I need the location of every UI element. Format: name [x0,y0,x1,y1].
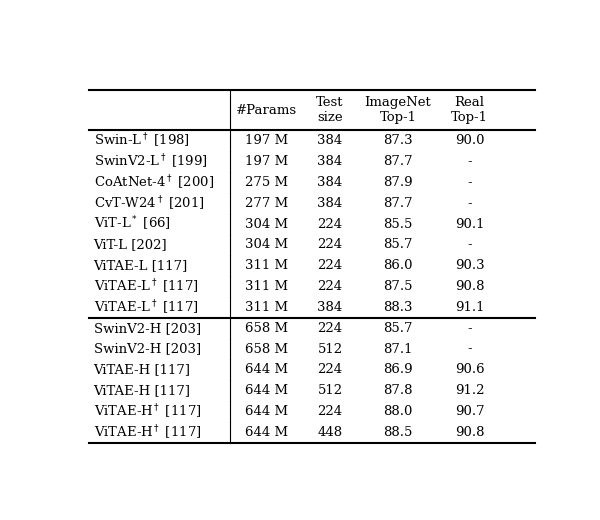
Text: 86.9: 86.9 [383,363,413,376]
Text: 311 M: 311 M [245,280,288,293]
Text: -: - [467,239,472,252]
Text: 512: 512 [317,343,343,356]
Text: 304 M: 304 M [245,239,288,252]
Text: ViT-L [202]: ViT-L [202] [94,239,167,252]
Text: ImageNet
Top-1: ImageNet Top-1 [365,96,431,124]
Text: ViTAE-L [117]: ViTAE-L [117] [94,259,188,272]
Text: Swin-L$^\dagger$ [198]: Swin-L$^\dagger$ [198] [94,132,190,150]
Text: 90.1: 90.1 [455,218,484,231]
Text: 224: 224 [317,259,343,272]
Text: #Params: #Params [236,104,297,117]
Text: 644 M: 644 M [245,363,288,376]
Text: 87.8: 87.8 [383,384,413,397]
Text: 384: 384 [317,134,343,147]
Text: 224: 224 [317,322,343,335]
Text: 87.5: 87.5 [383,280,413,293]
Text: 275 M: 275 M [245,176,288,189]
Text: ViTAE-H [117]: ViTAE-H [117] [94,363,191,376]
Text: ViT-L$^*$ [66]: ViT-L$^*$ [66] [94,215,170,233]
Text: 384: 384 [317,197,343,210]
Text: 87.7: 87.7 [383,197,413,210]
Text: -: - [467,176,472,189]
Text: ViTAE-L$^\dagger$ [117]: ViTAE-L$^\dagger$ [117] [94,278,198,296]
Text: 197 M: 197 M [245,134,288,147]
Text: ViTAE-H$^\dagger$ [117]: ViTAE-H$^\dagger$ [117] [94,423,201,441]
Text: 384: 384 [317,155,343,168]
Text: 644 M: 644 M [245,405,288,418]
Text: 90.0: 90.0 [455,134,484,147]
Text: 224: 224 [317,405,343,418]
Text: -: - [467,343,472,356]
Text: 197 M: 197 M [245,155,288,168]
Text: SwinV2-L$^\dagger$ [199]: SwinV2-L$^\dagger$ [199] [94,152,208,171]
Text: 658 M: 658 M [245,322,288,335]
Text: ViTAE-L$^\dagger$ [117]: ViTAE-L$^\dagger$ [117] [94,298,198,317]
Text: -: - [467,322,472,335]
Text: 384: 384 [317,301,343,314]
Text: 85.7: 85.7 [383,322,413,335]
Text: 224: 224 [317,280,343,293]
Text: 85.5: 85.5 [383,218,413,231]
Text: 87.7: 87.7 [383,155,413,168]
Text: 90.8: 90.8 [455,280,484,293]
Text: 88.3: 88.3 [383,301,413,314]
Text: 512: 512 [317,384,343,397]
Text: SwinV2-H [203]: SwinV2-H [203] [94,322,201,335]
Text: 384: 384 [317,176,343,189]
Text: 224: 224 [317,363,343,376]
Text: 86.0: 86.0 [383,259,413,272]
Text: CvT-W24$^\dagger$ [201]: CvT-W24$^\dagger$ [201] [94,194,205,213]
Text: 88.0: 88.0 [383,405,413,418]
Text: 90.8: 90.8 [455,426,484,439]
Text: 85.7: 85.7 [383,239,413,252]
Text: 87.3: 87.3 [383,134,413,147]
Text: 304 M: 304 M [245,218,288,231]
Text: 91.2: 91.2 [455,384,484,397]
Text: 90.3: 90.3 [455,259,484,272]
Text: 87.9: 87.9 [383,176,413,189]
Text: -: - [467,155,472,168]
Text: 224: 224 [317,218,343,231]
Text: ViTAE-H [117]: ViTAE-H [117] [94,384,191,397]
Text: 87.1: 87.1 [383,343,413,356]
Text: 311 M: 311 M [245,301,288,314]
Text: CoAtNet-4$^\dagger$ [200]: CoAtNet-4$^\dagger$ [200] [94,173,214,192]
Text: Test
size: Test size [316,96,344,124]
Text: 448: 448 [317,426,343,439]
Text: 90.6: 90.6 [455,363,484,376]
Text: 224: 224 [317,239,343,252]
Text: 644 M: 644 M [245,384,288,397]
Text: 658 M: 658 M [245,343,288,356]
Text: 644 M: 644 M [245,426,288,439]
Text: 90.7: 90.7 [455,405,484,418]
Text: Real
Top-1: Real Top-1 [451,96,488,124]
Text: 311 M: 311 M [245,259,288,272]
Text: ViTAE-H$^\dagger$ [117]: ViTAE-H$^\dagger$ [117] [94,402,201,421]
Text: SwinV2-H [203]: SwinV2-H [203] [94,343,201,356]
Text: 277 M: 277 M [245,197,288,210]
Text: 91.1: 91.1 [455,301,484,314]
Text: -: - [467,197,472,210]
Text: 88.5: 88.5 [383,426,413,439]
